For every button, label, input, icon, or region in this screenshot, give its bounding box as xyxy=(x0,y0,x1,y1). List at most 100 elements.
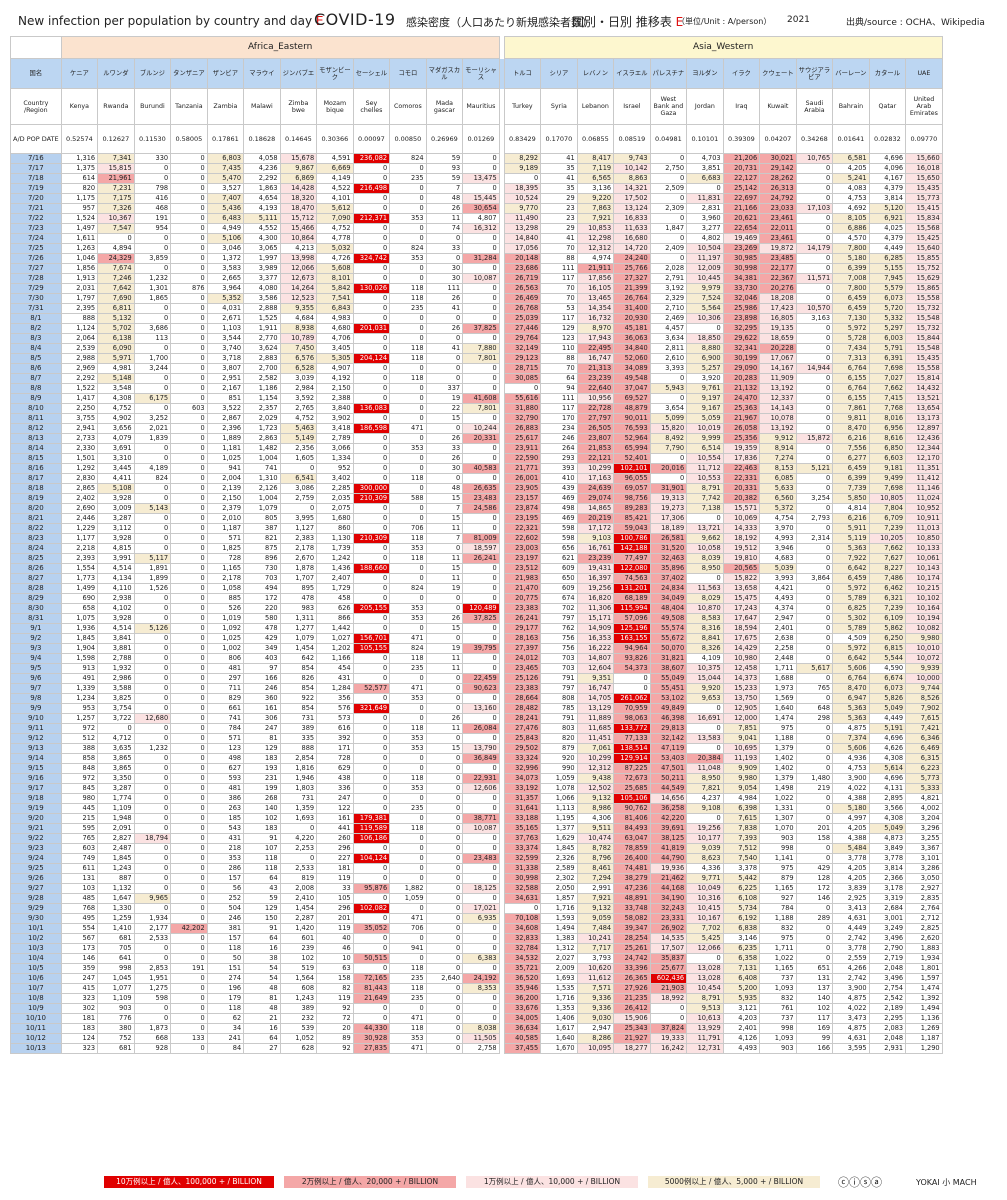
value-cell: 5,180 xyxy=(832,803,870,814)
value-cell: 15,640 xyxy=(905,243,943,254)
value-cell: 3,960 xyxy=(686,213,724,224)
value-cell: 0 xyxy=(170,193,208,204)
value-cell: 3,009 xyxy=(97,503,135,514)
value-cell: 11 xyxy=(425,723,464,734)
gap-cell xyxy=(498,943,505,954)
value-cell: 975 xyxy=(759,933,797,944)
value-cell: 4,022 xyxy=(832,783,870,794)
table-row: 10/7 415 1,077 1,275 0 196 48 608 82 81,443 118 0 8,… xyxy=(10,983,943,994)
value-cell: 36,634 xyxy=(503,1023,542,1034)
value-cell: 201 xyxy=(795,823,834,834)
value-cell: 609 xyxy=(540,563,578,574)
table-row: 7/25 1,263 4,894 0 0 3,046 3,065 4,213 5,032 0 824… xyxy=(10,243,943,254)
value-cell: 0 xyxy=(462,863,500,874)
value-cell: 15,171 xyxy=(576,613,615,624)
value-cell: 34,532 xyxy=(503,953,542,964)
value-cell: 7,674 xyxy=(97,263,135,274)
value-cell: 15,872 xyxy=(795,433,834,444)
value-cell: 10,058 xyxy=(686,543,724,554)
value-cell: 0 xyxy=(170,1003,208,1014)
value-cell: 3,405 xyxy=(316,343,354,354)
value-cell: 626 xyxy=(316,603,354,614)
value-cell: 14,333 xyxy=(722,523,761,534)
value-cell: 44,790 xyxy=(649,853,688,864)
value-cell: 3,964 xyxy=(206,283,245,294)
value-cell: 21,166 xyxy=(722,203,761,214)
date-cell: 9/30 xyxy=(10,913,62,924)
value-cell: 94,964 xyxy=(613,643,651,654)
value-cell: 6,155 xyxy=(832,373,870,384)
value-cell: 40 xyxy=(316,933,354,944)
gap-cell xyxy=(498,933,505,944)
value-cell: 5,608 xyxy=(316,263,354,274)
value-cell: 1,525 xyxy=(243,313,281,324)
value-cell: 62 xyxy=(206,1013,245,1024)
value-cell: 133,772 xyxy=(613,723,651,734)
value-cell: 0 xyxy=(425,913,464,924)
value-cell: 2,931 xyxy=(868,1043,907,1054)
value-cell: 3,928 xyxy=(97,533,135,544)
value-cell: 15,415 xyxy=(905,203,943,214)
value-cell: 2,189 xyxy=(868,1003,907,1014)
value-cell: 791 xyxy=(540,673,578,684)
value-cell: 23,157 xyxy=(503,493,542,504)
value-cell: 23,483 xyxy=(462,853,500,864)
value-cell: 87,225 xyxy=(613,763,651,774)
value-cell: 10,765 xyxy=(795,153,834,164)
value-cell: 0 xyxy=(795,453,834,464)
value-cell: 1,946 xyxy=(279,773,318,784)
value-cell: 212,371 xyxy=(352,213,391,224)
value-cell: 9,979 xyxy=(686,283,724,294)
region-asia: Asia_Western xyxy=(503,36,943,59)
value-cell: 1,292 xyxy=(60,463,99,474)
value-cell: 1,263 xyxy=(60,243,99,254)
value-cell: 12,000 xyxy=(722,713,761,724)
value-cell: 0 xyxy=(389,623,427,634)
value-cell: 59 xyxy=(425,153,464,164)
value-cell: 11,451 xyxy=(576,733,615,744)
value-cell: 28,664 xyxy=(503,693,542,704)
value-cell: 1,498 xyxy=(759,783,797,794)
value-cell: 454 xyxy=(316,663,354,674)
gap-cell xyxy=(498,433,505,444)
value-cell: 335 xyxy=(279,733,318,744)
table-row: 9/13 388 3,635 1,232 0 123 129 888 171 0 353 15 13,7… xyxy=(10,743,943,754)
value-cell: 0 xyxy=(649,253,688,264)
value-cell: 7,698 xyxy=(868,363,907,374)
value-cell: 0 xyxy=(389,393,427,404)
date-cell: 10/6 xyxy=(10,973,62,984)
value-cell: 1,165 xyxy=(206,563,245,574)
gap-cell xyxy=(498,293,505,304)
value-cell: 1,353 xyxy=(540,1003,578,1014)
value-cell: 12,436 xyxy=(905,433,943,444)
population-value: 0.01269 xyxy=(462,124,500,154)
value-cell: 0 xyxy=(170,333,208,344)
value-cell: 1,825 xyxy=(206,543,245,554)
value-cell: 2,610 xyxy=(649,353,688,364)
value-cell: 3,778 xyxy=(832,853,870,864)
value-cell: 3,496 xyxy=(868,973,907,984)
country-name-jp: レバノン xyxy=(576,58,615,89)
value-cell: 2,684 xyxy=(868,903,907,914)
population-value: 0.14645 xyxy=(279,124,318,154)
value-cell: 18,794 xyxy=(133,833,172,844)
value-cell: 321,649 xyxy=(352,703,391,714)
value-cell: 5,850 xyxy=(832,493,870,504)
value-cell: 0 xyxy=(352,933,391,944)
value-cell: 0 xyxy=(170,743,208,754)
value-cell: 48 xyxy=(243,1003,281,1014)
value-cell: 53,403 xyxy=(649,753,688,764)
value-cell: 601 xyxy=(279,933,318,944)
value-cell: 0 xyxy=(170,373,208,384)
value-cell: 10,956 xyxy=(576,393,615,404)
value-cell: 18,189 xyxy=(649,523,688,534)
value-cell: 824 xyxy=(389,643,427,654)
value-cell: 1,166 xyxy=(316,653,354,664)
date-cell: 7/18 xyxy=(10,173,62,184)
value-cell: 0 xyxy=(352,623,391,634)
population-value: 0.11530 xyxy=(133,124,172,154)
value-cell: 0 xyxy=(389,833,427,844)
population-value: 0.17861 xyxy=(206,124,245,154)
value-cell: 81 xyxy=(243,733,281,744)
value-cell: 0 xyxy=(352,513,391,524)
